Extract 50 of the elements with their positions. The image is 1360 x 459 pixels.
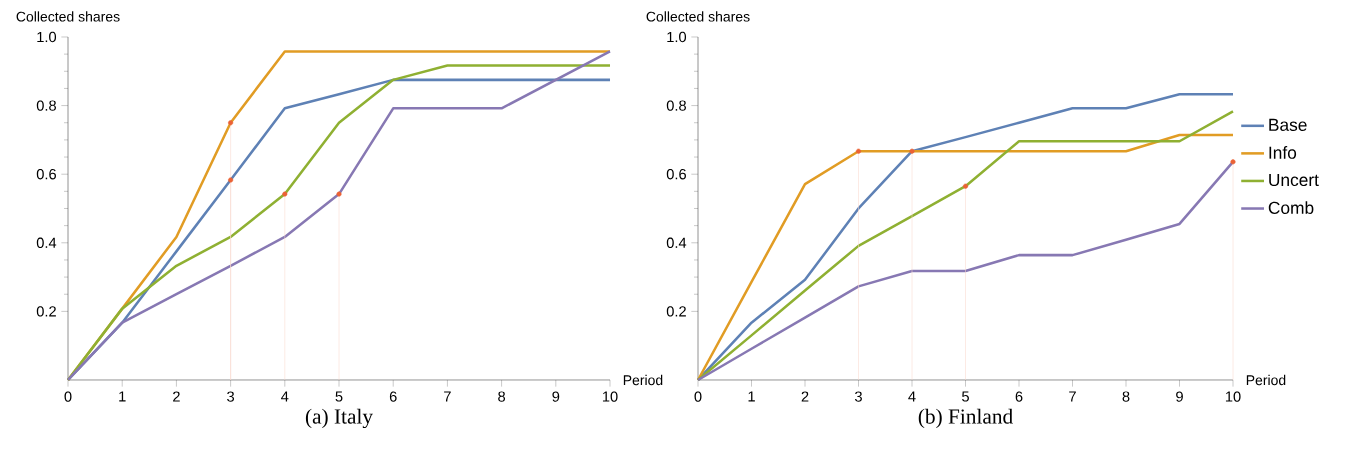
x-tick-label: 7 <box>444 391 451 402</box>
legend-label: Info <box>1269 146 1297 159</box>
x-axis-title: Period <box>1246 374 1286 386</box>
x-tick-label: 10 <box>1225 391 1241 402</box>
y-tick-label: 0.8 <box>666 100 686 111</box>
x-tick-label: 0 <box>694 391 702 402</box>
point <box>228 120 234 126</box>
x-tick-label: 3 <box>854 391 862 402</box>
y-tick-label: 0.4 <box>36 237 57 248</box>
x-tick-label: 6 <box>389 391 397 402</box>
y-tick-label: 0.4 <box>666 237 687 248</box>
x-tick-label: 6 <box>1015 391 1023 402</box>
point <box>855 148 862 154</box>
x-tick-label: 1 <box>119 391 126 402</box>
x-tick-label: 9 <box>552 391 560 402</box>
x-tick-label: 7 <box>1069 391 1076 402</box>
x-tick-label: 1 <box>748 391 755 402</box>
y-tick-label: 1.0 <box>667 31 687 43</box>
text: (a) Italy <box>305 408 373 429</box>
point <box>336 191 342 197</box>
x-axis-title: Period <box>623 374 663 386</box>
x-tick-label: 3 <box>227 391 235 402</box>
x-tick-label: 8 <box>1122 391 1130 402</box>
legend-label: Base <box>1269 118 1307 131</box>
y-axis-title: Collected shares <box>646 11 750 22</box>
y-tick-label: 0.6 <box>666 169 686 180</box>
point <box>909 148 915 154</box>
y-tick-label: 0.8 <box>36 100 56 111</box>
x-tick-label: 9 <box>1176 391 1183 402</box>
x-tick-label: 5 <box>962 391 969 402</box>
y-tick-label: 0.2 <box>666 306 686 317</box>
x-tick-label: 5 <box>335 391 343 402</box>
legend-label: Uncert <box>1269 174 1319 187</box>
point <box>228 177 234 183</box>
y-tick-label: 1.0 <box>37 31 57 43</box>
point <box>962 183 969 189</box>
legend-label: Comb <box>1268 201 1314 214</box>
x-tick-label: 2 <box>173 391 180 402</box>
point <box>1230 159 1236 165</box>
y-axis-title: Collected shares <box>16 11 120 22</box>
x-tick-label: 4 <box>281 391 289 402</box>
text: (b) Finland <box>918 408 1013 429</box>
x-tick-label: 10 <box>602 391 618 402</box>
point <box>282 191 288 197</box>
x-tick-label: 2 <box>801 391 809 402</box>
y-tick-label: 0.6 <box>36 169 56 180</box>
x-tick-label: 4 <box>908 391 916 402</box>
x-tick-label: 8 <box>498 391 506 402</box>
x-tick-label: 0 <box>64 391 72 402</box>
y-tick-label: 0.2 <box>36 306 56 317</box>
